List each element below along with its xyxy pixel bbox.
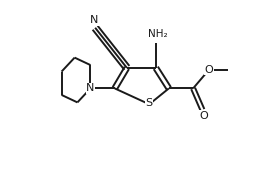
Text: O: O	[199, 111, 208, 121]
Text: O: O	[205, 65, 213, 75]
Text: N: N	[86, 83, 95, 93]
Text: NH₂: NH₂	[148, 29, 167, 39]
Text: N: N	[90, 15, 98, 25]
Text: S: S	[146, 98, 153, 108]
